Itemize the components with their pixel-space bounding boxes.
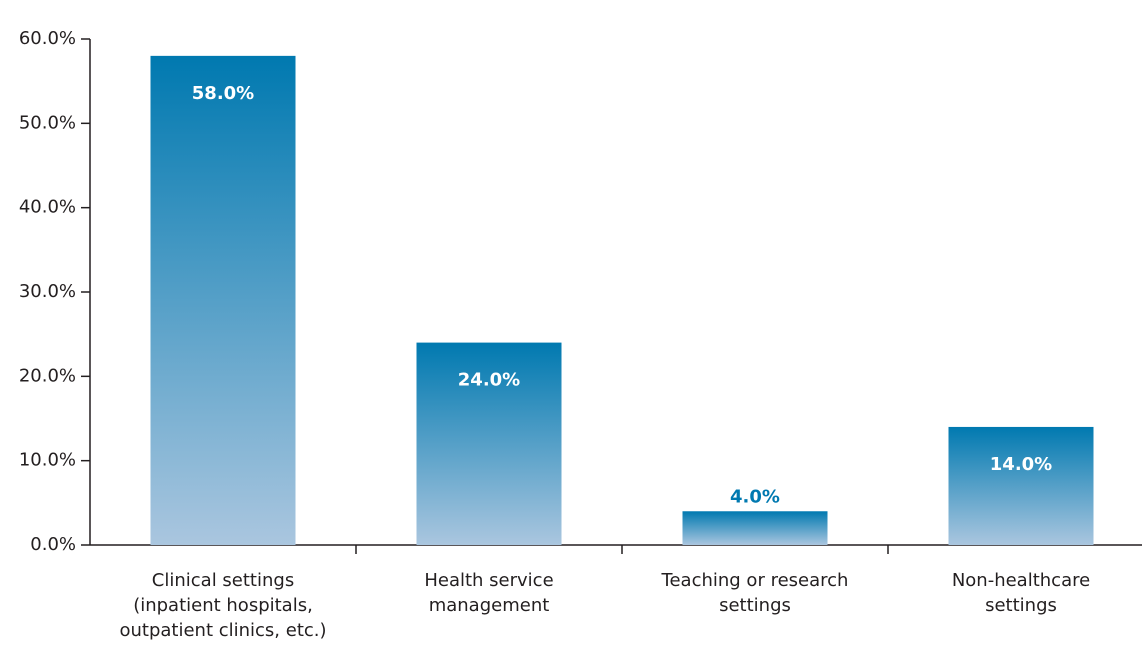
x-tick-label: Clinical settings (inpatient hospitals, ou… xyxy=(119,570,326,641)
value-label: 14.0% xyxy=(990,454,1052,475)
x-tick-label: Non-healthcare settings xyxy=(952,570,1090,616)
bar xyxy=(150,55,296,545)
y-tick-label: 60.0% xyxy=(19,28,76,49)
x-tick-label-line: settings xyxy=(985,595,1057,616)
value-label: 4.0% xyxy=(730,486,780,507)
y-tick-label: 20.0% xyxy=(19,365,76,386)
bar xyxy=(416,342,562,545)
value-label: 58.0% xyxy=(192,83,254,104)
x-tick-label: Teaching or research settings xyxy=(661,570,849,616)
bar xyxy=(948,426,1094,545)
bar xyxy=(682,511,828,545)
x-tick-label-line: (inpatient hospitals, xyxy=(133,595,313,616)
x-tick-label-line: settings xyxy=(719,595,791,616)
x-tick-label-line: Clinical settings xyxy=(152,570,294,591)
value-label: 24.0% xyxy=(458,370,520,391)
x-tick-label-line: Health service xyxy=(424,570,553,591)
y-tick-label: 30.0% xyxy=(19,281,76,302)
y-tick-label: 40.0% xyxy=(19,197,76,218)
x-tick-label-line: Non-healthcare xyxy=(952,570,1090,591)
x-tick-label-line: Teaching or research xyxy=(661,570,849,591)
y-tick-label: 10.0% xyxy=(19,450,76,471)
x-tick-label-line: outpatient clinics, etc.) xyxy=(119,620,326,641)
y-tick-label: 50.0% xyxy=(19,112,76,133)
x-tick-label: Health service management xyxy=(424,570,553,616)
x-tick-label-line: management xyxy=(429,595,550,616)
y-tick-label: 0.0% xyxy=(30,534,76,555)
